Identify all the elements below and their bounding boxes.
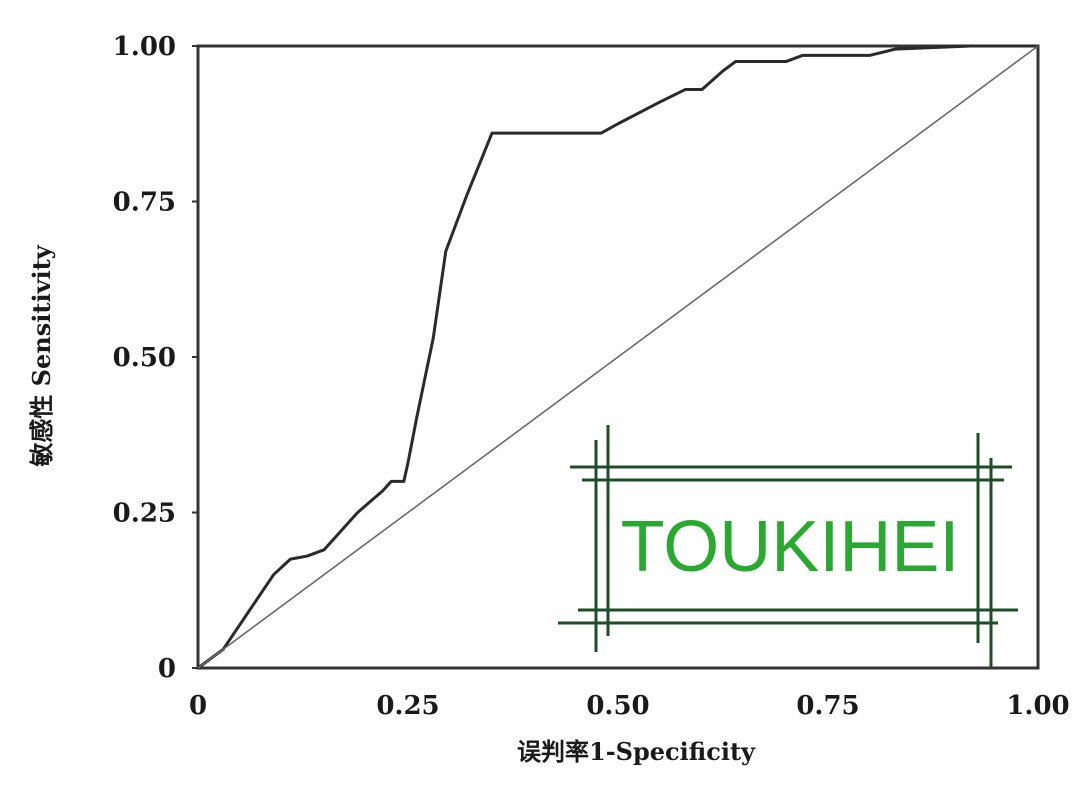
- x-tick-label: 0.75: [796, 691, 859, 721]
- x-axis-title: 误判率1-Specificity: [517, 737, 756, 766]
- x-tick-label: 0.25: [376, 691, 439, 721]
- roc-curve-line: [197, 44, 1038, 670]
- x-tick-label: 0.50: [586, 691, 649, 721]
- y-axis-title: 敏感性 Sensitivity: [27, 244, 56, 467]
- y-tick-label: 0.25: [113, 499, 176, 529]
- x-tick-label: 0: [189, 691, 207, 721]
- series-layer: [197, 44, 1039, 670]
- y-tick-label: 1.00: [113, 32, 176, 62]
- x-tick-label: 1.00: [1006, 691, 1069, 721]
- reference-diagonal-line: [197, 45, 1039, 669]
- y-axis: 0 0.25 0.50 0.75 1.00: [113, 32, 198, 684]
- watermark-text: TOUKIHEI: [621, 507, 960, 587]
- y-tick-label: 0.75: [113, 188, 176, 218]
- watermark-stamp: TOUKIHEI: [558, 425, 1018, 668]
- y-tick-label: 0.50: [113, 343, 176, 373]
- x-axis: 0 0.25 0.50 0.75 1.00: [189, 691, 1070, 721]
- y-tick-label: 0: [158, 654, 176, 684]
